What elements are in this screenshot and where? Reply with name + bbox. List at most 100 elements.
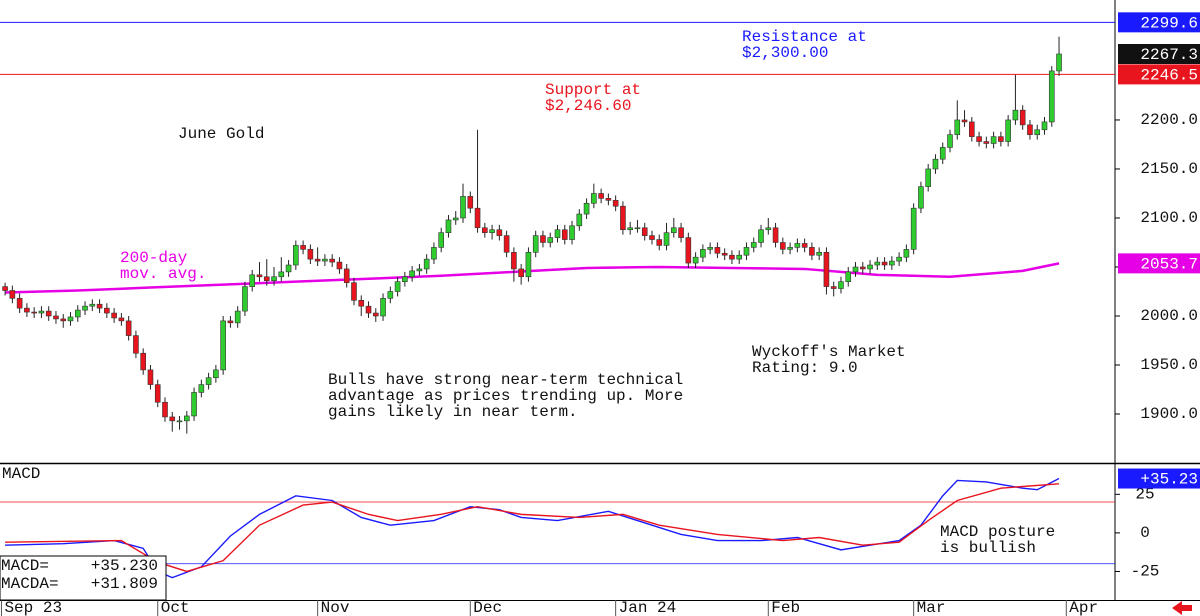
candle-body bbox=[540, 235, 546, 243]
candle-body bbox=[758, 229, 764, 243]
y-tick-label: -25 bbox=[1131, 563, 1160, 581]
candle-body bbox=[452, 217, 459, 221]
x-tick-label: Sep 23 bbox=[4, 599, 62, 616]
candle-body bbox=[990, 136, 997, 144]
candle-body bbox=[307, 249, 314, 260]
candle-body bbox=[496, 229, 503, 236]
candle-body bbox=[227, 320, 234, 324]
price-marker-box bbox=[1118, 64, 1200, 85]
candle-body bbox=[780, 242, 786, 250]
annotation: Resistance at bbox=[742, 28, 867, 46]
candle-body bbox=[278, 271, 285, 278]
candle-body bbox=[889, 260, 895, 266]
candle-body bbox=[336, 261, 343, 270]
candle-body bbox=[1041, 121, 1048, 131]
candle-body bbox=[721, 252, 728, 256]
candle-body bbox=[910, 207, 917, 250]
candle-body bbox=[285, 264, 292, 273]
candle-body bbox=[925, 168, 931, 187]
candle-body bbox=[845, 271, 852, 282]
price-marker-box bbox=[1118, 253, 1200, 274]
moving-average-line bbox=[5, 262, 1060, 294]
price-marker-label: 2299.6 bbox=[1140, 15, 1198, 33]
candle-body bbox=[750, 242, 757, 248]
candle-body bbox=[220, 320, 226, 371]
candle-body bbox=[38, 310, 45, 314]
candle-body bbox=[263, 276, 270, 282]
candle-body bbox=[198, 384, 205, 393]
candle-body bbox=[743, 247, 750, 256]
candle-body bbox=[859, 266, 866, 270]
candle-body bbox=[402, 276, 408, 282]
candle-body bbox=[74, 309, 81, 318]
candle-body bbox=[954, 119, 961, 135]
candle-body bbox=[394, 281, 401, 292]
candle-body bbox=[532, 235, 539, 253]
candle-body bbox=[1027, 124, 1033, 135]
x-tick-label: Apr bbox=[1069, 599, 1098, 616]
candle-body bbox=[176, 420, 183, 423]
annotation: advantage as prices trending up. More bbox=[328, 387, 683, 405]
annotation: gains likely in near term. bbox=[328, 403, 578, 421]
candle-body bbox=[409, 270, 415, 278]
candle-body bbox=[140, 352, 146, 371]
candle-body bbox=[765, 227, 772, 231]
candle-body bbox=[467, 196, 474, 209]
candle-body bbox=[2, 286, 8, 291]
moving-average-label: 200-day bbox=[120, 249, 188, 267]
candle-body bbox=[830, 286, 837, 289]
candle-body bbox=[111, 312, 117, 319]
candle-body bbox=[358, 300, 365, 307]
candle-body bbox=[576, 213, 583, 227]
candle-body bbox=[343, 268, 350, 283]
scroll-arrow bbox=[1172, 601, 1192, 615]
y-tick-label: 2100.0 bbox=[1140, 209, 1198, 227]
annotation: Bulls have strong near-term technical bbox=[328, 371, 683, 389]
candle-body bbox=[1005, 119, 1011, 142]
candle-body bbox=[1019, 109, 1026, 126]
candle-body bbox=[300, 245, 306, 250]
candle-body bbox=[380, 298, 386, 317]
candle-body bbox=[293, 245, 299, 266]
legend-name: MACDA= bbox=[1, 575, 59, 593]
legend-value: +31.809 bbox=[91, 575, 158, 593]
candle-body bbox=[191, 392, 197, 417]
candle-body bbox=[162, 401, 168, 418]
x-tick-label: Dec bbox=[473, 599, 502, 616]
candle-body bbox=[431, 247, 437, 260]
candle-body bbox=[918, 186, 924, 209]
candle-body bbox=[1056, 53, 1062, 72]
candle-body bbox=[641, 227, 648, 236]
candle-body bbox=[351, 282, 357, 301]
candle-body bbox=[692, 256, 699, 264]
candle-body bbox=[96, 303, 103, 309]
candle-body bbox=[525, 251, 532, 278]
candle-body bbox=[874, 261, 881, 266]
candle-body bbox=[998, 136, 1004, 142]
candle-body bbox=[256, 274, 263, 278]
candle-body bbox=[881, 261, 888, 266]
moving-average-label: mov. avg. bbox=[120, 265, 206, 283]
candle-body bbox=[314, 258, 321, 262]
candle-body bbox=[365, 305, 372, 314]
candle-body bbox=[482, 227, 488, 233]
panel-title: MACD bbox=[2, 465, 40, 483]
candle-body bbox=[961, 119, 968, 123]
price-marker-box bbox=[1118, 12, 1200, 33]
candle-body bbox=[184, 415, 190, 422]
candle-body bbox=[89, 303, 96, 307]
candle-body bbox=[511, 251, 517, 270]
candle-body bbox=[591, 193, 597, 204]
candle-body bbox=[561, 229, 568, 240]
candle-body bbox=[612, 200, 619, 207]
candle-body bbox=[867, 264, 873, 270]
y-tick-label: 1950.0 bbox=[1140, 356, 1198, 374]
y-tick-label: 25 bbox=[1135, 486, 1154, 504]
macd-marker-box bbox=[1118, 468, 1200, 489]
candle-body bbox=[372, 312, 379, 317]
candle-body bbox=[329, 258, 335, 263]
candle-body bbox=[736, 254, 743, 260]
annotation: Wyckoff's Market bbox=[752, 343, 906, 361]
